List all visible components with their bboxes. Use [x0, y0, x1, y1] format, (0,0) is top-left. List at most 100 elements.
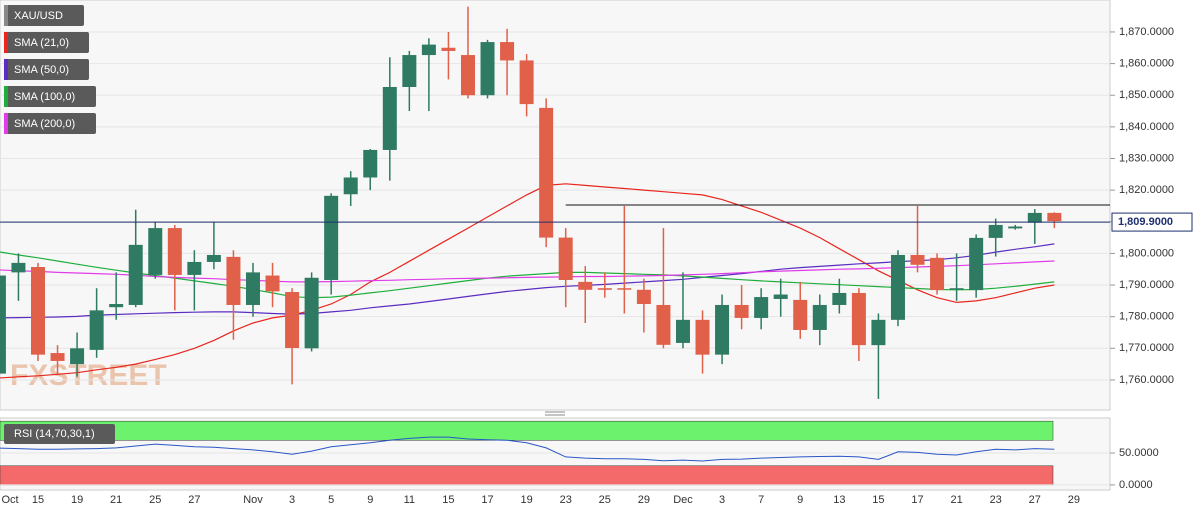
rsi-band: [0, 465, 1054, 486]
x-tick-label: 9: [367, 494, 373, 506]
x-tick-label: 25: [599, 494, 611, 506]
rsi-band: [0, 420, 1054, 441]
legend-label: SMA (21,0): [14, 37, 69, 49]
legend-label: SMA (50,0): [14, 64, 69, 76]
sma-line: [0, 243, 1055, 319]
legend-label: XAU/USD: [14, 10, 63, 22]
candle-body: [773, 294, 788, 299]
candle-body: [109, 304, 124, 308]
candle-body: [89, 310, 104, 350]
x-tick-label: 17: [481, 494, 493, 506]
candle-body: [695, 319, 710, 355]
candle-body: [578, 281, 593, 290]
x-tick-label: Nov: [243, 494, 263, 506]
legend-swatch: [4, 5, 8, 26]
candle-body: [812, 304, 827, 330]
candle-body: [793, 299, 808, 330]
y-tick-label: 1,840.0000: [1119, 121, 1174, 133]
x-tick-label: 23: [990, 494, 1002, 506]
x-tick-label: 13: [833, 494, 845, 506]
candle-body: [656, 304, 671, 345]
candle-body: [539, 107, 554, 238]
legend-swatch: [4, 113, 8, 134]
y-tick-label: 1,770.0000: [1119, 342, 1174, 354]
candle-body: [480, 42, 495, 96]
candle-body: [226, 256, 241, 305]
candle-body: [0, 275, 6, 374]
candle-body: [851, 292, 866, 346]
candle-body: [70, 348, 85, 365]
x-tick-label: 25: [149, 494, 161, 506]
x-tick-label: 9: [797, 494, 803, 506]
candle-body: [441, 47, 456, 51]
candle-body: [715, 304, 730, 355]
x-tick-label: 7: [758, 494, 764, 506]
candle-body: [460, 55, 475, 96]
x-tick-label: 3: [719, 494, 725, 506]
candle-body: [304, 277, 319, 349]
candle-body: [500, 42, 515, 61]
y-tick-label: 1,870.0000: [1119, 26, 1174, 38]
x-tick-label: 21: [950, 494, 962, 506]
last-price-box: [1111, 212, 1193, 232]
candle-body: [930, 257, 945, 291]
sma-line: [0, 183, 1055, 379]
y-tick-label: 1,860.0000: [1119, 57, 1174, 69]
x-tick-label: 17: [911, 494, 923, 506]
legend-box: [4, 424, 115, 444]
rsi-line: [0, 436, 1055, 462]
candle-body: [754, 297, 769, 318]
x-tick-label: 11: [404, 494, 415, 506]
x-tick-label: 15: [442, 494, 454, 506]
candle-body: [832, 292, 847, 305]
candle-body: [402, 55, 417, 87]
y-tick-label: 1,830.0000: [1119, 152, 1174, 164]
legend-label: SMA (100,0): [14, 91, 75, 103]
candle-body: [421, 44, 436, 56]
x-tick-label: 29: [1068, 494, 1080, 506]
candle-body: [30, 267, 45, 355]
x-tick-label: 23: [560, 494, 572, 506]
candle-body: [636, 289, 651, 305]
candle-body: [1047, 212, 1062, 222]
candle-body: [734, 304, 749, 318]
x-tick-label: 15: [872, 494, 884, 506]
candle-body: [949, 288, 964, 290]
x-tick-label: Dec: [673, 494, 693, 506]
y-tick-label: 0.0000: [1119, 479, 1153, 491]
candle-body: [187, 261, 202, 275]
candle-body: [910, 254, 925, 265]
candle-body: [167, 228, 182, 275]
y-tick-label: 1,850.0000: [1119, 89, 1174, 101]
candle-body: [206, 254, 221, 262]
watermark: FXSTREET: [10, 359, 167, 392]
y-tick-label: 50.0000: [1119, 447, 1159, 459]
last-price-label: 1,809.9000: [1118, 216, 1173, 228]
x-tick-label: 19: [520, 494, 532, 506]
x-tick-label: 19: [71, 494, 83, 506]
candle-body: [597, 288, 612, 290]
candle-body: [148, 228, 163, 275]
x-tick-label: 15: [32, 494, 44, 506]
candle-body: [558, 237, 573, 280]
y-tick-label: 1,790.0000: [1119, 279, 1174, 291]
y-tick-label: 1,780.0000: [1119, 311, 1174, 323]
x-tick-label: 3: [289, 494, 295, 506]
legend-box: [4, 86, 96, 107]
candle-body: [128, 244, 143, 305]
x-tick-label: 27: [188, 494, 200, 506]
candle-body: [1008, 226, 1023, 229]
x-tick-label: 21: [110, 494, 122, 506]
x-tick-label: 5: [328, 494, 334, 506]
legend-box: [4, 32, 89, 53]
legend-box: [4, 5, 84, 26]
legend-swatch: [4, 32, 8, 53]
y-tick-label: 1,820.0000: [1119, 184, 1174, 196]
candle-body: [343, 177, 358, 195]
legend-box: [4, 113, 96, 134]
candle-body: [871, 319, 886, 346]
candle-body: [11, 262, 26, 273]
candle-body: [324, 195, 339, 280]
